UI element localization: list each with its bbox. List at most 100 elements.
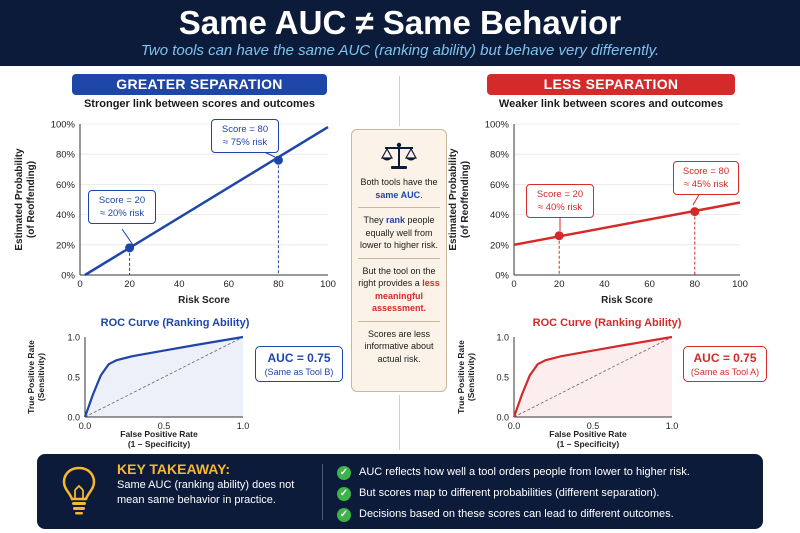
y-tick-label: 1.0 (496, 333, 509, 343)
x-tick-label: 20 (124, 279, 135, 290)
chance-line (84, 336, 244, 418)
x-tick-label: 100 (320, 279, 336, 290)
x-tick-label: 100 (732, 279, 748, 290)
left-callout-score-20: Score = 20 ≈ 20% risk (88, 190, 156, 224)
y-tick-label: 100% (51, 120, 76, 131)
key-takeaway-panel: KEY TAKEAWAY: Same AUC (ranking ability)… (37, 454, 763, 529)
x-tick-label: 80 (690, 279, 701, 290)
x-tick-label: 0 (77, 279, 82, 290)
x-tick-label: 80 (273, 279, 284, 290)
callout-line: Score = 80 (682, 166, 730, 177)
y-tick-label: 60% (56, 180, 76, 191)
center-statement-2: They rank people equally well from lower… (352, 214, 446, 252)
takeaway-description: Same AUC (ranking ability) does not mean… (117, 479, 295, 506)
right-banner: LESS SEPARATION (487, 74, 735, 95)
left-callout-score-80: Score = 80 ≈ 75% risk (211, 119, 279, 153)
x-tick-label: 60 (644, 279, 655, 290)
x-axis-label: Risk Score (601, 295, 653, 306)
y-tick-label: 100% (485, 120, 510, 131)
x-axis-label: False Positive Rate (120, 429, 198, 439)
callout-connector (121, 228, 134, 246)
y-axis-label: (of Reoffending) (460, 161, 471, 238)
center-divider (358, 320, 440, 322)
center-statement-4: Scores are less informative about actual… (364, 328, 434, 364)
center-explanation-box: Both tools have the same AUC. They rank … (351, 129, 447, 392)
right-auc-box: AUC = 0.75 (Same as Tool A) (683, 346, 767, 382)
y-tick-label: 0.5 (496, 373, 509, 383)
y-tick-label: 0% (495, 271, 509, 282)
callout-connector (692, 192, 701, 206)
check-icon: ✓ (337, 507, 351, 522)
y-tick-label: 0.0 (496, 413, 509, 423)
y-tick-label: 80% (56, 150, 76, 161)
x-tick-label: 1.0 (666, 421, 679, 431)
right-roc-title: ROC Curve (Ranking Ability) (532, 317, 682, 329)
y-tick-label: 0.5 (67, 373, 80, 383)
takeaway-point: ✓ Decisions based on these scores can lea… (337, 504, 690, 525)
check-icon: ✓ (337, 465, 351, 480)
y-tick-label: 20% (56, 240, 76, 251)
left-subtitle: Stronger link between scores and outcome… (83, 98, 316, 110)
data-point (125, 243, 135, 253)
center-text: people equally well from lower to higher… (359, 215, 439, 250)
page-subtitle: Two tools can have the same AUC (ranking… (140, 42, 660, 59)
x-tick-label: 20 (554, 279, 565, 290)
chance-line (513, 336, 673, 418)
takeaway-point-text: Decisions based on these scores can lead… (359, 508, 674, 520)
callout-line: Score = 80 (221, 124, 269, 135)
callout-line: Score = 20 (98, 195, 146, 206)
x-tick-label: 0.0 (508, 421, 521, 431)
callout-line: ≈ 40% risk (537, 202, 583, 213)
right-subtitle: Weaker link between scores and outcomes (498, 98, 724, 110)
y-axis-label: Estimated Probability (448, 148, 459, 251)
y-tick-label: 60% (490, 180, 510, 191)
data-point (554, 231, 564, 241)
takeaway-point: ✓ AUC reflects how well a tool orders peo… (337, 462, 690, 483)
y-tick-label: 40% (490, 210, 510, 221)
y-tick-label: 20% (490, 240, 510, 251)
center-statement-1: Both tools have the same AUC. (352, 176, 446, 201)
y-axis-label: True Positive Rate (26, 340, 36, 414)
page-title: Same AUC ≠ Same Behavior (178, 4, 622, 41)
auc-value: AUC = 0.75 (267, 351, 331, 365)
x-tick-label: 40 (174, 279, 185, 290)
y-tick-label: 1.0 (67, 333, 80, 343)
x-axis-label: Risk Score (178, 295, 230, 306)
x-tick-label: 0.0 (79, 421, 92, 431)
header: Same AUC ≠ Same Behavior Two tools can h… (0, 0, 800, 66)
x-tick-label: 0.5 (587, 421, 600, 431)
callout-line: ≈ 45% risk (683, 179, 729, 190)
divider-bottom (399, 395, 400, 450)
auc-note: (Same as Tool A) (690, 367, 760, 377)
x-axis-label: (1 – Specificity) (128, 439, 191, 449)
lightbulb-icon (62, 466, 96, 515)
takeaway-point: ✓ But scores map to different probabiliti… (337, 483, 690, 504)
center-text: Both tools have the (360, 177, 438, 187)
check-icon: ✓ (337, 486, 351, 501)
left-auc-box: AUC = 0.75 (Same as Tool B) (255, 346, 343, 382)
probability-line (513, 201, 741, 247)
takeaway-separator (322, 464, 323, 520)
data-point (273, 155, 283, 165)
x-tick-label: 0 (511, 279, 516, 290)
center-highlight: same AUC (375, 189, 421, 200)
takeaway-point-text: But scores map to different probabilitie… (359, 487, 660, 499)
x-axis-label: (1 – Specificity) (557, 439, 620, 449)
center-text: They (363, 215, 386, 225)
y-axis-label: Estimated Probability (14, 148, 25, 251)
callout-line: Score = 20 (536, 189, 584, 200)
center-text: . (420, 189, 423, 200)
y-tick-label: 40% (56, 210, 76, 221)
right-callout-score-20: Score = 20 ≈ 40% risk (526, 184, 594, 218)
x-tick-label: 0.5 (158, 421, 171, 431)
takeaway-list: ✓ AUC reflects how well a tool orders peo… (337, 462, 690, 525)
data-point (690, 207, 700, 217)
center-statement-3: But the tool on the right provides a les… (352, 265, 446, 315)
x-axis-label: False Positive Rate (549, 429, 627, 439)
takeaway-title: KEY TAKEAWAY: (117, 461, 231, 477)
y-tick-label: 80% (490, 150, 510, 161)
takeaway-point-text: AUC reflects how well a tool orders peop… (359, 466, 690, 478)
